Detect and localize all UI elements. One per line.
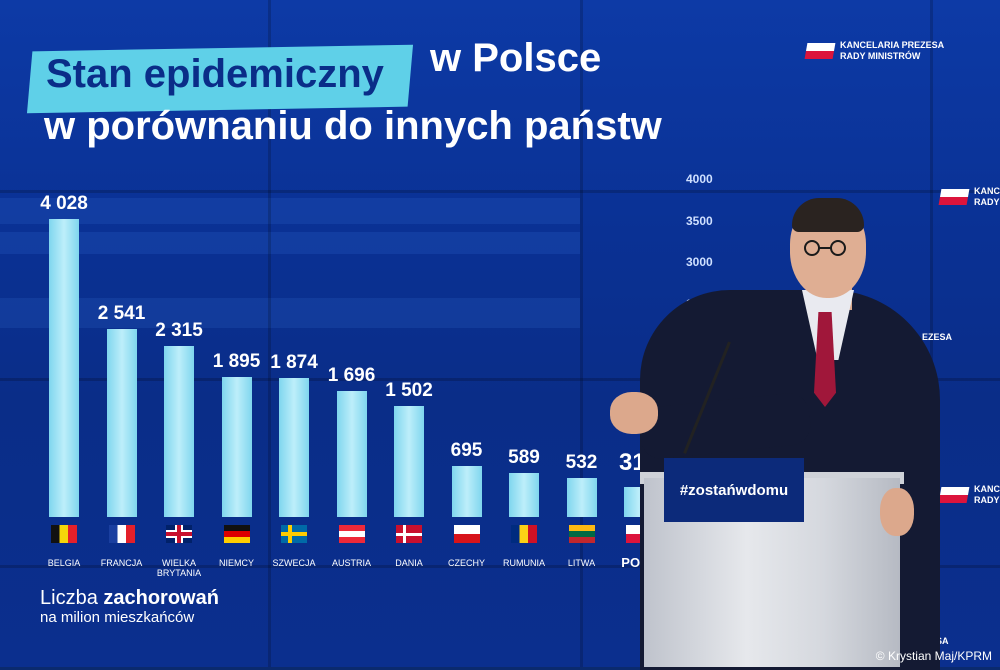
poland-flag-icon — [804, 43, 836, 59]
value-label: 589 — [508, 447, 540, 469]
panel-seam — [0, 190, 1000, 193]
kprm-logo-partial: KANCERADY — [938, 484, 1000, 506]
logo-partial1: KANCE — [974, 484, 1000, 494]
caption-bold: zachorowań — [103, 587, 219, 609]
flag-icon — [568, 525, 595, 543]
panel-seam — [580, 0, 583, 667]
country-label: AUSTRIA — [331, 558, 371, 568]
logo-partial3: EZESA — [922, 332, 953, 342]
country-label: LITWA — [567, 558, 596, 568]
country-label: SZWECJA — [272, 558, 316, 568]
speaker-hair — [792, 198, 864, 232]
country-label: FRANCJA — [100, 558, 143, 568]
panel-seam — [0, 378, 1000, 381]
value-label: 2 315 — [155, 319, 203, 341]
panel-seam — [930, 0, 933, 667]
poland-flag-icon — [938, 487, 970, 503]
speaker-hand — [610, 392, 658, 434]
flag-icon — [396, 525, 422, 543]
logo-line1: KANCELARIA PREZESA — [840, 40, 945, 50]
bar-litwa — [566, 477, 597, 517]
value-label: 695 — [450, 439, 483, 461]
flag-icon — [223, 525, 250, 543]
value-label: 4 028 — [40, 192, 88, 214]
bar-szwecja — [279, 378, 309, 517]
screen-band — [0, 298, 580, 328]
logo-fragment: EZESA — [922, 332, 952, 343]
glasses-icon — [804, 240, 846, 256]
logo-partial2: RADY — [974, 495, 1000, 505]
y-tick-label: 3000 — [686, 255, 713, 269]
value-label: 1 895 — [212, 350, 261, 372]
flag-icon — [511, 525, 537, 543]
bar-czechy — [451, 465, 482, 517]
title-line1-rest: w Polsce — [430, 36, 602, 80]
hashtag-sign: #zostańwdomu — [664, 458, 804, 522]
country-label: CZECHY — [447, 558, 485, 568]
flag-icon — [281, 525, 307, 543]
poland-flag-icon — [938, 189, 970, 205]
title-line2: w porównaniu do innych państw — [44, 104, 662, 148]
title-highlighted: Stan epidemiczny — [46, 52, 384, 96]
caption-pre: Liczba — [40, 587, 104, 609]
logo-line2: RADY MINISTRÓW — [840, 51, 921, 61]
value-label: 532 — [565, 451, 598, 473]
panel-seam — [0, 565, 1000, 568]
screen-band — [0, 232, 580, 254]
y-tick-label: 3500 — [686, 213, 713, 228]
speaker-tie — [814, 312, 836, 407]
country-label: BELGIA — [47, 558, 81, 568]
kprm-logo: KANCELARIA PREZESA RADY MINISTRÓW — [804, 40, 945, 62]
screen-band — [0, 198, 580, 224]
value-label: 1 874 — [270, 352, 318, 374]
kprm-logo-partial: KANCERADY — [938, 186, 1000, 208]
value-label: 1 696 — [327, 365, 376, 387]
bar-wielka-brytania — [164, 345, 194, 517]
flag-icon — [166, 525, 192, 543]
flag-icon — [108, 525, 135, 543]
flag-icon — [338, 525, 365, 543]
country-label: NIEMCY — [218, 558, 254, 568]
value-label: 1 502 — [385, 379, 433, 401]
bar-dania — [394, 405, 424, 517]
y-tick-label: 4000 — [686, 172, 713, 186]
photo-credit: © Krystian Maj/KPRM — [875, 649, 992, 663]
bar-francja — [106, 328, 137, 517]
country-label: RUMUNIA — [503, 558, 545, 568]
country-label: DANIA — [395, 558, 423, 568]
bar-niemcy — [221, 376, 252, 517]
bar-austria — [336, 391, 367, 517]
panel-seam — [268, 0, 271, 667]
flag-icon — [453, 525, 480, 543]
chart-caption: Liczba zachorowań — [40, 587, 219, 610]
bar-rumunia — [509, 473, 539, 517]
logo-partial1: KANCE — [974, 186, 1000, 196]
chart-caption-sub: na milion mieszkańców — [40, 609, 195, 626]
speaker-hand-right — [880, 488, 914, 536]
flag-icon — [51, 525, 77, 543]
logo-partial2: RADY — [974, 197, 1000, 207]
bar-belgia — [49, 218, 79, 517]
value-label: 2 541 — [97, 302, 146, 324]
country-label: WIELKA BRYTANIA — [156, 558, 202, 578]
